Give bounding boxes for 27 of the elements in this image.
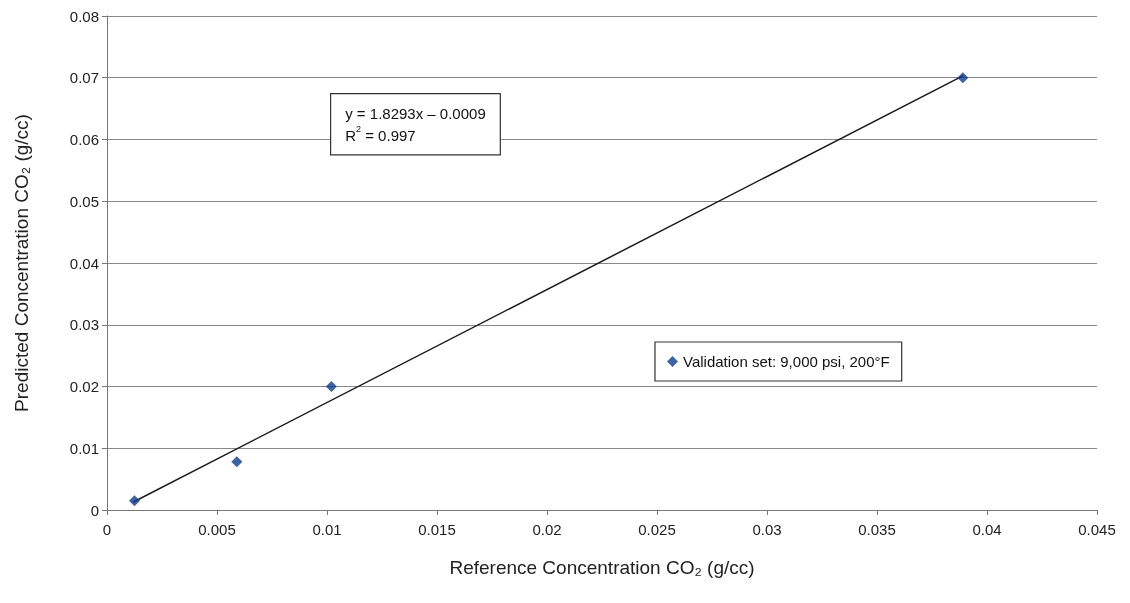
y-tick-label: 0.08 — [69, 7, 99, 25]
x-tick-label: 0.04 — [972, 521, 1002, 538]
legend-label: Validation set: 9,000 psi, 200°F — [683, 353, 890, 370]
x-tick-label: 0.035 — [858, 521, 896, 538]
y-axis-title: Predicted Concentration CO₂ (g/cc) — [11, 114, 32, 412]
x-axis-title: Reference Concentration CO₂ (g/cc) — [449, 557, 755, 578]
y-tick-label: 0.07 — [69, 69, 99, 87]
x-tick-label: 0.015 — [418, 521, 456, 538]
x-tick-label: 0.03 — [752, 521, 782, 538]
y-tick-label: 0.06 — [69, 131, 99, 148]
x-tick-label: 0.02 — [532, 521, 562, 538]
y-tick-label: 0.01 — [69, 439, 99, 457]
point — [957, 72, 969, 84]
annotation: y = 1.8293x – 0.0009 — [345, 104, 486, 122]
x-tick-label: 0.025 — [638, 521, 676, 538]
x-tick-label: 0 — [102, 521, 112, 538]
point — [129, 495, 140, 507]
y-tick-label: 0 — [90, 501, 99, 519]
point — [325, 381, 337, 392]
y-tick-label: 0.03 — [69, 316, 99, 334]
point — [231, 456, 243, 468]
x-tick-label: 0.005 — [198, 521, 236, 538]
x-tick-label: 0.045 — [1078, 521, 1116, 538]
x-tick-label: 0.01 — [312, 521, 342, 538]
y-tick-label: 0.05 — [69, 192, 99, 210]
y-tick-label: 0.04 — [69, 254, 99, 272]
y-tick-label: 0.02 — [69, 378, 99, 395]
